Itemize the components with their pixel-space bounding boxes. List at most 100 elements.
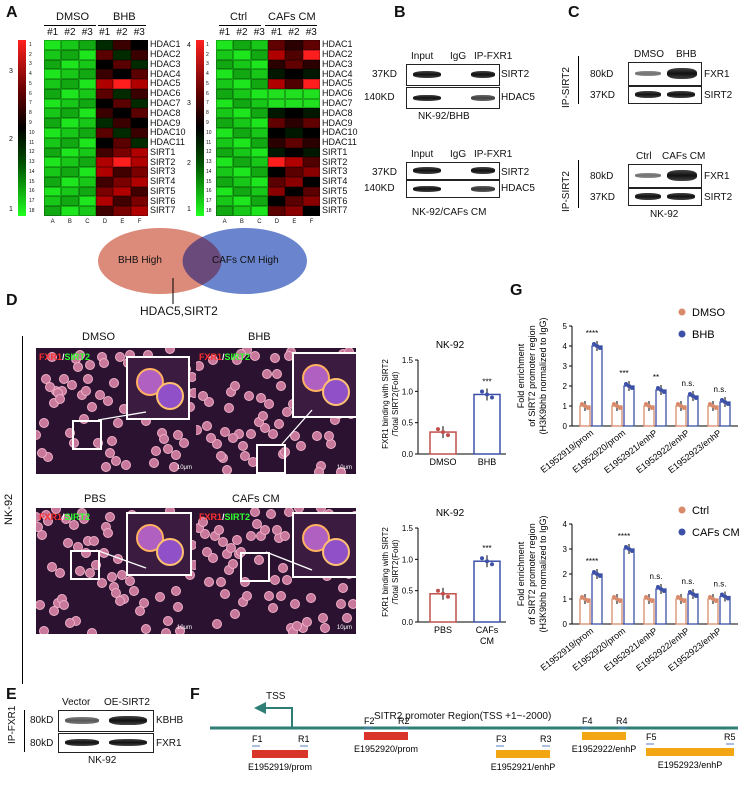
rep-label: #2 xyxy=(116,27,128,38)
cell xyxy=(252,519,262,529)
heat2-bracket1 xyxy=(219,25,261,26)
data-point xyxy=(446,433,450,438)
data-point xyxy=(612,595,616,599)
heat2-colorbar xyxy=(196,40,204,216)
cell xyxy=(85,568,95,578)
segment-name: E1952919/prom xyxy=(248,762,312,772)
heat-cell xyxy=(78,49,96,60)
heat1-scale-2: 2 xyxy=(9,136,13,143)
heat-cell xyxy=(302,69,320,80)
band xyxy=(413,95,441,101)
heat-cell xyxy=(233,196,251,207)
heat-cell xyxy=(285,108,303,119)
c1-blot-fxr1 xyxy=(628,62,702,86)
heat-cell xyxy=(130,127,148,138)
cell xyxy=(139,598,149,608)
heat-row-label: HDAC2 xyxy=(322,49,353,60)
heat-cell xyxy=(285,167,303,177)
data-point xyxy=(583,597,587,601)
b1-target1: SIRT2 xyxy=(501,69,530,80)
heat-cell xyxy=(268,206,286,216)
heat1-scale-1: 1 xyxy=(9,206,13,213)
cell xyxy=(240,577,250,587)
data-point xyxy=(682,406,686,410)
heat-cell xyxy=(113,98,131,109)
arrow-line xyxy=(95,549,147,569)
d-side-label: NK-92 xyxy=(3,493,15,525)
venn-diagram xyxy=(98,228,307,304)
heat-row-number: 2 xyxy=(206,51,209,58)
c1-target1: FXR1 xyxy=(704,69,730,80)
c1-ip-label: IP-SIRT2 xyxy=(561,67,572,108)
cell xyxy=(111,588,121,598)
e-lane2: OE-SIRT2 xyxy=(104,697,150,708)
stain-separator: / xyxy=(222,512,225,522)
heat-col-label: C xyxy=(257,219,262,225)
heat2-reps: #1 #2 #3 #1 #2 #3 xyxy=(216,28,320,38)
cell xyxy=(169,462,179,472)
data-point xyxy=(688,590,692,594)
data-point xyxy=(711,404,715,408)
cell xyxy=(115,352,125,362)
heat-cell xyxy=(113,186,131,197)
cell xyxy=(208,355,218,365)
y-tick-label: 2 xyxy=(563,570,568,579)
microscopy-image: FXR1/SIRT2 10μm xyxy=(196,348,356,474)
cell xyxy=(63,538,73,548)
cell xyxy=(36,512,41,522)
cell xyxy=(260,423,270,433)
heat-cell xyxy=(61,69,79,80)
heat-cell xyxy=(44,147,62,158)
heat-cell xyxy=(268,49,286,60)
band xyxy=(667,68,697,79)
cell xyxy=(276,381,286,391)
heat-row-number: 4 xyxy=(206,71,209,78)
primer-segment xyxy=(582,732,626,740)
cell xyxy=(49,606,59,616)
heat-row-label: HDAC5 xyxy=(322,78,353,89)
roi-box xyxy=(240,552,270,582)
panel-label-a: A xyxy=(6,4,18,21)
heat-cell xyxy=(233,137,251,148)
y-tick-label: 0.5 xyxy=(402,419,414,428)
heat-col-label: B xyxy=(239,219,244,225)
scale-bar-label: 10μm xyxy=(336,625,352,631)
heat-cell xyxy=(233,88,251,99)
data-point xyxy=(694,594,698,598)
b2-kd1: 37KD xyxy=(372,167,398,178)
stain1-label: FXR1 xyxy=(199,512,223,522)
microscopy-image: FXR1/SIRT2 10μm xyxy=(36,348,196,474)
bar xyxy=(623,548,635,625)
heat-cell xyxy=(96,59,114,70)
band xyxy=(635,173,661,178)
legend-label: DMSO xyxy=(692,307,725,319)
heat-row-label: HDAC3 xyxy=(150,58,181,69)
heat-cell xyxy=(216,176,234,187)
heat2-grid xyxy=(216,40,320,216)
heat-row-label: HDAC9 xyxy=(150,117,181,128)
b1-kd1: 37KD xyxy=(372,69,398,80)
cell xyxy=(198,517,208,527)
cell xyxy=(260,525,270,535)
heat-cell xyxy=(113,88,131,99)
significance-label: n.s. xyxy=(714,385,727,394)
cell xyxy=(155,592,165,602)
heat-row-number: 6 xyxy=(29,90,32,97)
heat-col-label: A xyxy=(50,219,55,225)
heat-cell xyxy=(130,69,148,80)
heat-cell xyxy=(44,69,62,80)
data-point xyxy=(662,589,666,593)
heat-cell xyxy=(233,147,251,158)
significance-label: n.s. xyxy=(650,572,663,581)
heat-cell xyxy=(96,98,114,109)
cell xyxy=(204,577,214,587)
heat-cell xyxy=(96,186,114,197)
cell xyxy=(230,609,240,619)
panel-label-d: D xyxy=(6,292,18,309)
heat-cell xyxy=(78,157,96,168)
data-point xyxy=(659,587,663,591)
heat-cell xyxy=(233,206,251,216)
heat-row-label: HDAC7 xyxy=(322,97,353,108)
heat-row-number: 17 xyxy=(29,198,35,205)
stain-separator: / xyxy=(62,512,65,522)
